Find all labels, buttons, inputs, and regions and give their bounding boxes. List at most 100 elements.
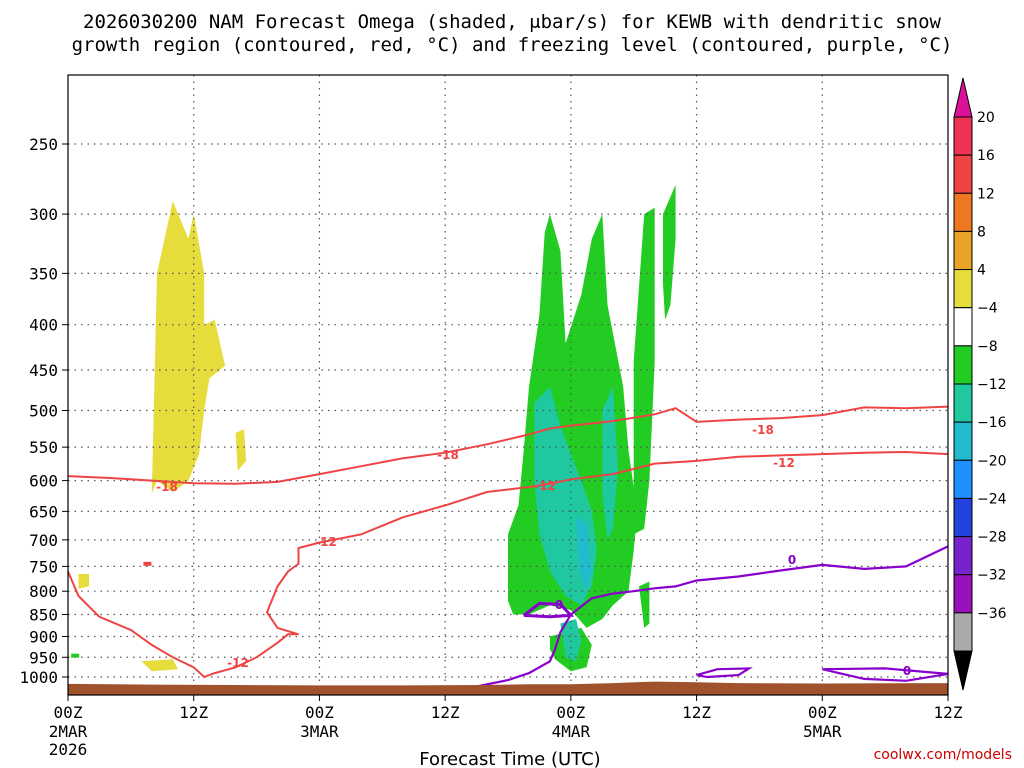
y-tick-label: 1000 [19,668,58,687]
y-tick-label: 450 [29,361,58,380]
dgz-contour-label: -18 [437,448,459,462]
small-contour-fragment [143,561,152,566]
x-tick-label: 12Z [682,703,711,722]
freezing-level-contour [476,545,949,688]
colorbar-level-label: 8 [977,224,986,240]
colorbar-bin [953,345,973,385]
freezing-contour-label: 0 [788,553,796,567]
chart-title-line2: growth region (contoured, red, °C) and f… [72,34,953,56]
dgz-contour-label: -12 [773,456,795,470]
y-axis-ticks: 250 300 350 400 450 500 550 600 650 700 750 800 850 9… [19,135,68,687]
x-tick-label: 00Z [808,703,837,722]
y-tick-label: 700 [29,531,58,550]
freezing-contour-label: 0 [555,598,563,612]
colorbar-bin [953,383,973,423]
omega-positive-region [141,659,178,672]
colorbar-bin [953,574,973,614]
omega-shading-layer [78,184,676,672]
x-tick-label: 12Z [179,703,208,722]
omega-negative-region [633,207,655,535]
dgz-contour-label: -18 [752,423,774,437]
dgz-contour-label: -12 [227,656,249,670]
x-tick-date: 3MAR [300,722,339,741]
credit-text: coolwx.com/models [874,747,1012,763]
colorbar-level-label: −36 [977,606,1007,622]
freezing-level-low-loop [696,667,753,679]
colorbar-bin [953,497,973,538]
colorbar-bin [953,307,973,347]
omega-strong-negative-region [560,619,582,662]
x-tick-label: 12Z [431,703,460,722]
small-contour-fragment [71,653,80,658]
colorbar-bin [953,269,973,309]
x-tick-label: 00Z [54,703,83,722]
colorbar-bottom-arrow [953,650,973,691]
y-tick-label: 650 [29,502,58,521]
x-axis-label: Forecast Time (UTC) [419,749,600,768]
colorbar-bin [953,192,973,232]
colorbar-level-label: −32 [977,568,1007,584]
omega-negative-region [639,581,650,628]
chart-title-line1: 2026030200 NAM Forecast Omega (shaded, μ… [83,11,941,33]
colorbar-level-label: 4 [977,263,986,279]
colorbar-bin [953,116,973,156]
freezing-level-loop [522,601,575,619]
omega-positive-region [235,429,247,471]
omega-positive-region [78,574,89,589]
colorbar-level-label: −4 [977,301,998,317]
colorbar: 20 16 12 8 4 −4 −8 −12 −16 −20 −24 −28 −32 −36 [953,77,1007,691]
x-tick-label: 00Z [305,703,334,722]
x-tick-label: 00Z [556,703,585,722]
dgz-contour-label: -18 [156,480,178,494]
colorbar-bin [953,154,973,194]
y-tick-label: 350 [29,264,58,283]
freezing-level-low-loop [822,667,949,682]
omega-strong-negative-region [602,386,618,540]
colorbar-level-label: −12 [977,377,1007,393]
colorbar-level-label: −8 [977,339,998,355]
colorbar-level-label: 12 [977,186,995,202]
plot-frame [67,74,949,696]
y-tick-label: 250 [29,135,58,154]
colorbar-level-label: −16 [977,415,1007,431]
dgz-minus18-contour [67,405,949,485]
y-tick-label: 800 [29,582,58,601]
colorbar-bin [953,536,973,576]
colorbar-bin [953,459,973,499]
colorbar-level-label: 16 [977,148,995,164]
colorbar-level-label: −28 [977,530,1007,546]
omega-negative-region [663,184,676,320]
y-tick-label: 300 [29,205,58,224]
colorbar-level-label: −24 [977,491,1007,507]
y-tick-label: 750 [29,557,58,576]
colorbar-bin [953,612,973,652]
x-tick-date: 5MAR [803,722,842,741]
y-tick-label: 550 [29,438,58,457]
colorbar-bin [953,421,973,461]
dgz-contour-label: -12 [534,479,556,493]
contour-labels: -18 -18 -12 -18 -12 -12 -12 0 0 0 [156,423,911,678]
x-tick-date: 2MAR [49,722,88,741]
colorbar-level-label: 20 [977,110,995,126]
colorbar-bin [953,230,973,271]
contour-layer [67,405,949,688]
y-tick-label: 600 [29,472,58,491]
y-tick-label: 500 [29,402,58,421]
terrain-layer [68,681,948,695]
x-tick-date: 4MAR [552,722,591,741]
dgz-minus12-contour [67,450,949,679]
y-tick-label: 900 [29,627,58,646]
omega-positive-region [151,201,226,494]
y-tick-label: 950 [29,648,58,667]
x-tick-year: 2026 [49,740,88,759]
dgz-contour-label: -12 [315,535,337,549]
y-tick-label: 400 [29,316,58,335]
x-tick-label: 12Z [934,703,963,722]
colorbar-level-label: −20 [977,453,1007,469]
omega-strongest-negative-region [576,517,592,592]
y-tick-label: 850 [29,606,58,625]
colorbar-top-arrow [953,77,973,118]
freezing-contour-label: 0 [903,664,911,678]
